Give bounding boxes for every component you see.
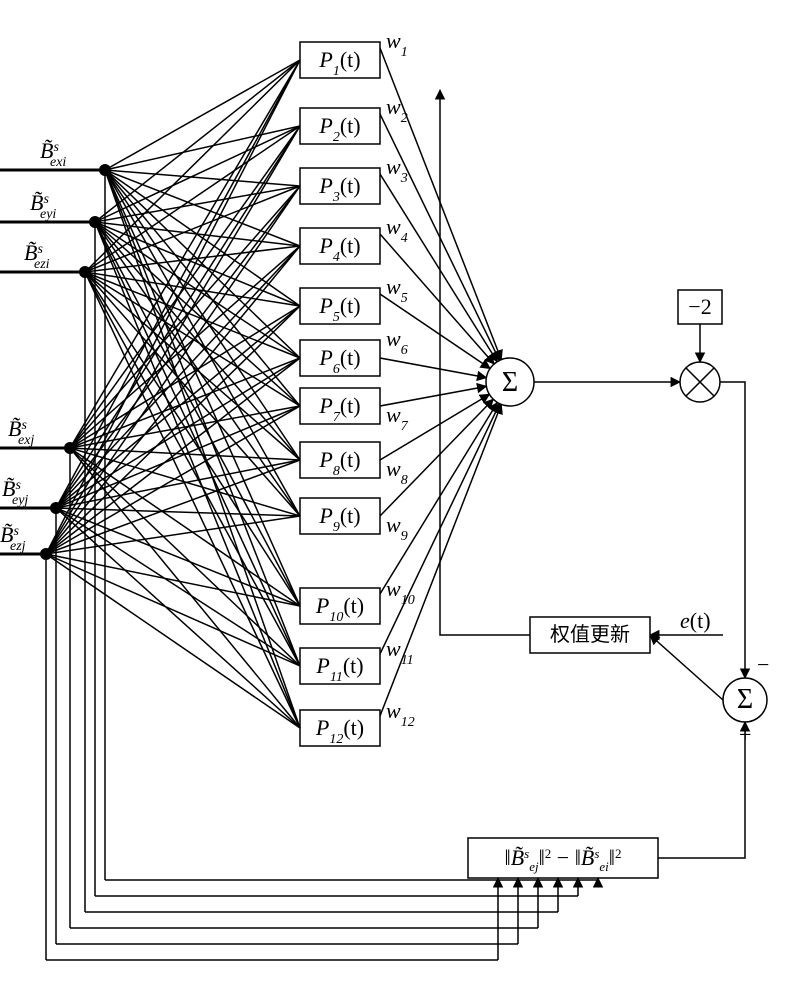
input-sub: exj bbox=[18, 433, 34, 448]
et-label: e(t) bbox=[680, 608, 711, 633]
weight-update-label: 权值更新 bbox=[550, 623, 630, 646]
weight-label: w12 bbox=[386, 698, 415, 730]
svg-text:Σ: Σ bbox=[737, 684, 753, 715]
svg-text:Σ: Σ bbox=[502, 367, 518, 398]
svg-text:−2: −2 bbox=[688, 294, 711, 319]
input-sub: eyi bbox=[40, 207, 56, 222]
weight-label: w7 bbox=[386, 402, 409, 434]
weight-label: w1 bbox=[386, 28, 408, 60]
input-sub: ezj bbox=[10, 539, 26, 554]
input-sub: ezi bbox=[34, 257, 50, 272]
weight-label: w9 bbox=[386, 512, 408, 544]
weight-label: w4 bbox=[386, 214, 408, 246]
svg-text:−: − bbox=[757, 652, 769, 677]
weight-label: w8 bbox=[386, 456, 408, 488]
diagram-canvas: B̃sexiB̃seyiB̃seziB̃sexjB̃seyjB̃sezjP1(t… bbox=[0, 0, 804, 1000]
weight-label: w3 bbox=[386, 154, 408, 186]
input-sub: exi bbox=[50, 155, 66, 170]
input-sub: eyj bbox=[12, 493, 28, 508]
weight-label: w6 bbox=[386, 326, 408, 358]
